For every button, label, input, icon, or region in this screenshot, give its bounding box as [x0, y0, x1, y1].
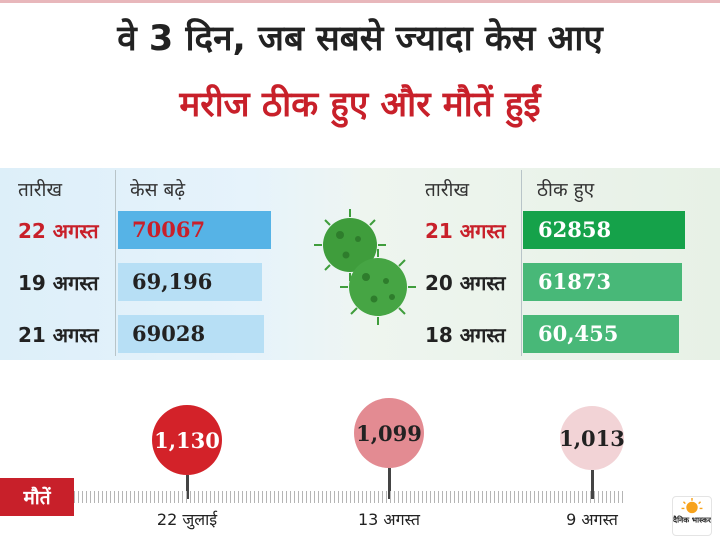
cases-row-date: 19 अगस्त — [18, 271, 99, 295]
recoveries-bar — [523, 211, 685, 249]
recoveries-date-header: तारीख — [425, 179, 469, 201]
headline: वे 3 दिन, जब सबसे ज्यादा केस आए — [117, 19, 603, 59]
deaths-label: मौतें — [0, 478, 74, 516]
dainik-bhaskar-logo: दैनिक भास्कर — [672, 496, 712, 536]
cases-date-header: तारीख — [18, 179, 62, 201]
death-stem — [388, 468, 391, 499]
subheadline: मरीज ठीक हुए और मौतें हुईं — [179, 85, 541, 125]
death-bubble: 1,099 — [354, 398, 424, 468]
recoveries-bar-value: 62858 — [538, 217, 612, 242]
cases-bar-value: 69,196 — [132, 269, 213, 294]
cases-bar — [118, 263, 262, 301]
death-date-label: 9 अगस्त — [566, 510, 618, 529]
recoveries-bar-value: 61873 — [538, 269, 612, 294]
death-bubble: 1,130 — [152, 405, 222, 475]
recoveries-row-date: 21 अगस्त — [425, 219, 506, 243]
cases-row-date: 22 अगस्त — [18, 219, 99, 243]
top-rule — [0, 0, 720, 3]
cases-row-date: 21 अगस्त — [18, 323, 99, 347]
recoveries-header-divider — [521, 170, 522, 356]
recoveries-value-header: ठीक हुए — [537, 179, 595, 201]
recoveries-bar — [523, 315, 679, 353]
cases-bar-value: 69028 — [132, 321, 206, 346]
cases-bar-value: 70067 — [132, 217, 206, 242]
death-date-label: 13 अगस्त — [357, 510, 421, 529]
svg-text:दैनिक भास्कर: दैनिक भास्कर — [672, 516, 712, 525]
cases-value-header: केस बढ़े — [130, 179, 186, 201]
recoveries-bar — [523, 263, 682, 301]
death-date-label: 22 जुलाई — [156, 510, 218, 529]
cases-bar — [118, 211, 271, 249]
virus-icon — [314, 209, 416, 325]
death-bubble: 1,013 — [559, 406, 625, 470]
recoveries-bar-value: 60,455 — [538, 321, 619, 346]
death-stem — [591, 470, 594, 499]
death-stem — [186, 475, 189, 499]
cases-bar — [118, 315, 264, 353]
cases-header-divider — [115, 170, 116, 356]
timeline-ruler — [74, 491, 626, 503]
recoveries-row-date: 20 अगस्त — [425, 271, 506, 295]
recoveries-row-date: 18 अगस्त — [425, 323, 506, 347]
